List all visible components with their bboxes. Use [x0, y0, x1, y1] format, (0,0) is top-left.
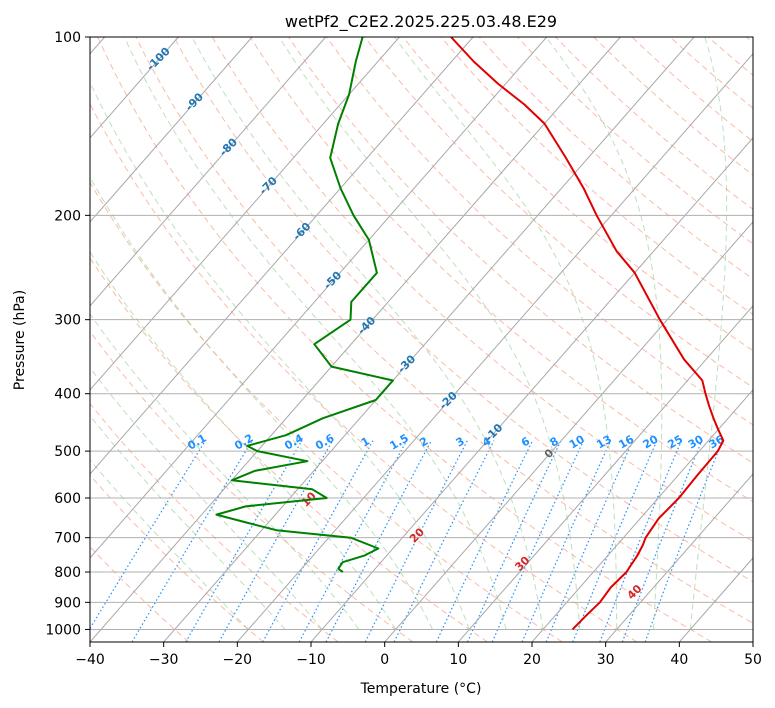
y-tick-label: 300	[54, 313, 81, 329]
dewpoint-profile	[215, 37, 394, 573]
mixing-ratio-line	[521, 440, 612, 642]
moist-adiabat	[90, 176, 433, 630]
isotherm-line	[90, 37, 253, 223]
moist-adiabats	[90, 37, 728, 630]
mixing-ratio-line	[218, 440, 334, 642]
isobar-grid	[90, 37, 753, 630]
mixing-ratio-line	[393, 440, 495, 642]
moist-adiabat	[90, 250, 397, 630]
dry-adiabat	[135, 37, 753, 624]
y-tick-label: 800	[54, 565, 81, 581]
isotherm-line	[310, 137, 753, 642]
x-tick-label: 20	[523, 652, 541, 668]
y-tick-label: 700	[54, 531, 81, 547]
y-tick-label: 600	[54, 491, 81, 507]
y-axis-ticks: 100 200 300 400 500 600 700 800 900 1000	[45, 30, 90, 638]
mixing-ratio-line	[90, 440, 206, 630]
dry-adiabats	[90, 37, 753, 642]
x-axis-label: Temperature (°C)	[360, 681, 482, 697]
y-tick-label: 400	[54, 387, 81, 403]
dry-adiabat	[90, 545, 190, 642]
y-tick-label: 900	[54, 595, 81, 611]
chart-title: wetPf2_C2E2.2025.225.03.48.E29	[285, 12, 557, 32]
x-tick-label: 0	[380, 652, 389, 668]
isotherm-line	[531, 389, 753, 642]
dry-adiabat	[90, 402, 339, 642]
x-tick-label: −30	[149, 652, 179, 668]
y-axis-label: Pressure (hPa)	[12, 290, 28, 390]
x-tick-label: −40	[75, 652, 105, 668]
moist-adiabat	[90, 313, 360, 630]
moist-adiabat	[278, 37, 581, 630]
isotherm-line	[384, 221, 753, 642]
mixing-ratio-line	[466, 440, 562, 642]
moist-adiabat	[90, 366, 323, 630]
mixing-ratio-line	[262, 440, 374, 642]
x-tick-label: 40	[670, 652, 688, 668]
isotherm-line	[90, 37, 548, 559]
isotherm-line	[90, 37, 400, 391]
x-axis-ticks: −40 −30 −20 −10 0 10 20 30 40 50	[75, 642, 762, 668]
moist-adiabat	[90, 459, 249, 630]
y-tick-label: 500	[54, 444, 81, 460]
y-tick-label: 100	[54, 30, 81, 46]
plot-frame	[89, 36, 754, 643]
dry-adiabat	[288, 37, 753, 464]
isotherm-line	[90, 37, 621, 642]
moist-adiabat	[689, 37, 728, 630]
x-tick-label: −10	[296, 652, 326, 668]
dry-adiabat	[90, 102, 638, 642]
isotherms	[90, 37, 753, 642]
dry-adiabat	[173, 37, 753, 583]
mixing-ratio-line	[298, 440, 408, 642]
x-tick-label: 50	[744, 652, 762, 668]
mixing-ratio-line	[131, 440, 253, 642]
moist-adiabat	[393, 37, 618, 630]
moist-adiabat	[545, 37, 663, 630]
x-tick-label: 30	[597, 652, 615, 668]
isotherm-line	[163, 37, 695, 642]
plot-area: 0.1 0.2 0.4 0.6 1 1.5 2 3 4 6 8 10 13 16 20 25 30 36-100-…	[90, 37, 753, 642]
dry-adiabat	[326, 37, 753, 426]
mixing-ratio-line	[185, 440, 303, 642]
x-tick-label: 10	[449, 652, 467, 668]
y-tick-label: 200	[54, 208, 81, 224]
isotherm-line	[90, 37, 327, 307]
moist-adiabat	[123, 37, 507, 630]
dry-adiabat	[97, 37, 712, 642]
isotherm-line	[236, 53, 753, 642]
isotherm-line	[605, 473, 753, 642]
isotherm-line	[90, 37, 474, 475]
x-tick-label: −20	[223, 652, 253, 668]
temperature-profile	[450, 37, 725, 631]
dry-adiabat	[249, 37, 753, 503]
moist-adiabat	[191, 37, 544, 630]
isotherm-line	[457, 305, 753, 642]
mixing-ratio-line	[491, 440, 585, 642]
y-tick-label: 1000	[45, 622, 81, 638]
moist-adiabat	[90, 81, 470, 630]
dry-adiabat	[90, 474, 264, 642]
mixing-ratio-line	[364, 440, 468, 642]
sounding-profiles	[215, 37, 725, 631]
dry-adiabat	[90, 181, 563, 642]
moist-adiabat	[90, 414, 286, 630]
